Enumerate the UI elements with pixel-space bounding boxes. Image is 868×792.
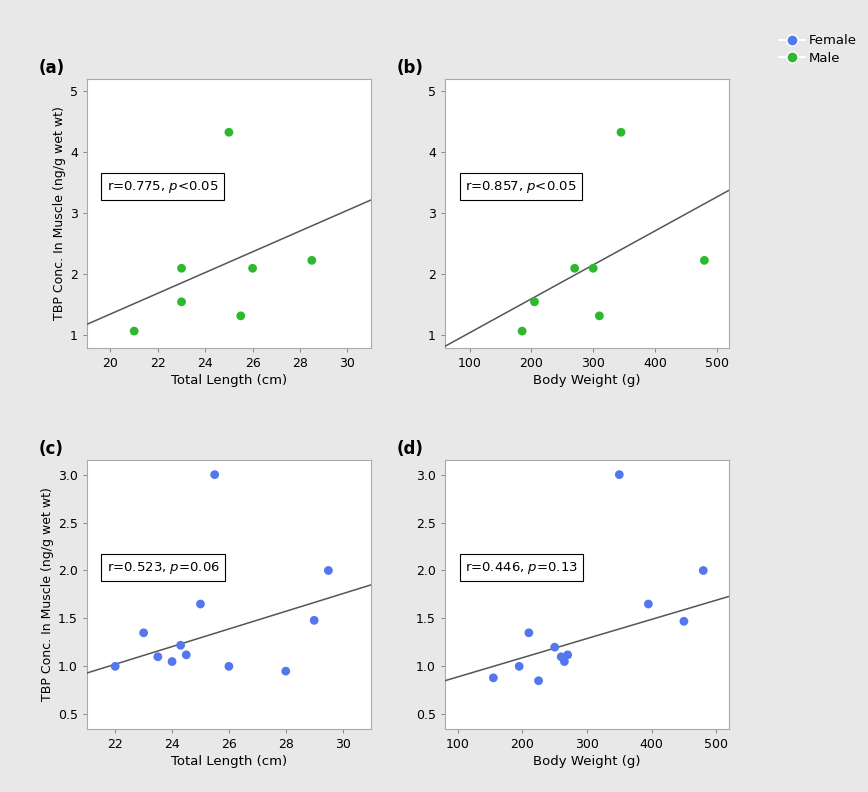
Point — [174, 262, 188, 275]
Text: r=0.775, $\it{p}$<0.05: r=0.775, $\it{p}$<0.05 — [107, 178, 219, 195]
Point — [677, 615, 691, 627]
Point — [586, 262, 600, 275]
X-axis label: Total Length (cm): Total Length (cm) — [171, 755, 287, 767]
Point — [305, 254, 319, 267]
Point — [641, 598, 655, 611]
Point — [136, 626, 150, 639]
Point — [555, 650, 569, 663]
Text: (d): (d) — [397, 440, 424, 458]
Text: (b): (b) — [397, 59, 424, 77]
X-axis label: Body Weight (g): Body Weight (g) — [533, 755, 641, 767]
Text: r=0.857, $\it{p}$<0.05: r=0.857, $\it{p}$<0.05 — [464, 178, 576, 195]
Point — [233, 310, 247, 322]
Point — [614, 126, 628, 139]
Point — [486, 672, 500, 684]
Text: (a): (a) — [38, 59, 64, 77]
Point — [174, 295, 188, 308]
Point — [207, 468, 221, 481]
Point — [246, 262, 260, 275]
Point — [165, 655, 179, 668]
Point — [512, 660, 526, 672]
Text: (c): (c) — [38, 440, 63, 458]
Point — [151, 650, 165, 663]
Point — [698, 254, 712, 267]
Point — [548, 641, 562, 653]
Point — [307, 614, 321, 626]
Point — [696, 564, 710, 577]
Text: r=0.446, $\it{p}$=0.13: r=0.446, $\it{p}$=0.13 — [464, 560, 578, 576]
Point — [321, 564, 335, 577]
X-axis label: Total Length (cm): Total Length (cm) — [171, 374, 287, 386]
Point — [222, 660, 236, 672]
Point — [180, 649, 194, 661]
Point — [531, 674, 545, 687]
Point — [279, 664, 293, 677]
Point — [194, 598, 207, 611]
Point — [568, 262, 582, 275]
Text: r=0.523, $\it{p}$=0.06: r=0.523, $\it{p}$=0.06 — [107, 560, 220, 576]
Point — [557, 655, 571, 668]
Legend: Female, Male: Female, Male — [779, 34, 857, 65]
Point — [174, 639, 187, 652]
Point — [516, 325, 529, 337]
X-axis label: Body Weight (g): Body Weight (g) — [533, 374, 641, 386]
Point — [528, 295, 542, 308]
Point — [561, 649, 575, 661]
Y-axis label: TBP Conc. In Muscle (ng/g wet wt): TBP Conc. In Muscle (ng/g wet wt) — [41, 488, 54, 702]
Point — [522, 626, 536, 639]
Point — [222, 126, 236, 139]
Y-axis label: TBP Conc. In Muscle (ng/g wet wt): TBP Conc. In Muscle (ng/g wet wt) — [53, 106, 66, 320]
Point — [108, 660, 122, 672]
Point — [593, 310, 607, 322]
Point — [612, 468, 626, 481]
Point — [128, 325, 141, 337]
